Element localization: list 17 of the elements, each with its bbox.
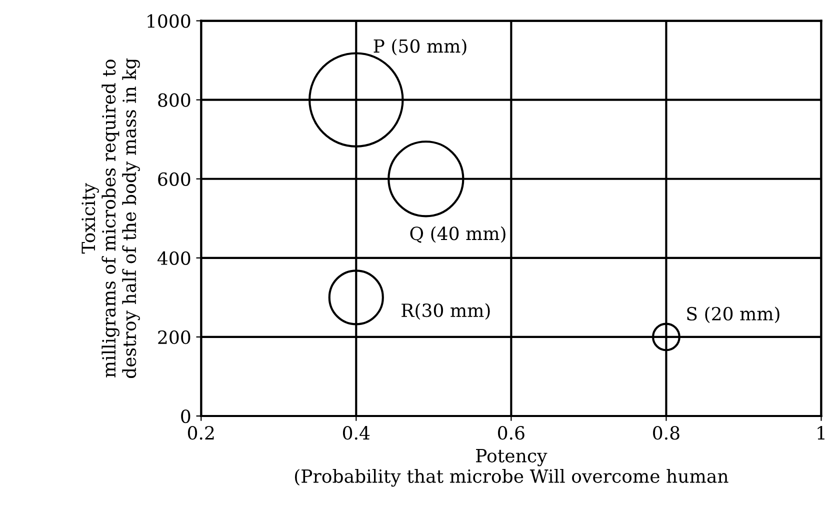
x-tick-label: 0.4 (342, 426, 370, 440)
annotation: S (20 mm) (687, 306, 780, 324)
y-tick-label: 0 (181, 409, 190, 424)
x-tick-label: 0.2 (188, 426, 214, 440)
y-tick-label: 200 (158, 330, 190, 344)
x-axis-title: Potency (Probability that microbe Will overcome human (294, 449, 728, 487)
annotation: Q (40 mm) (410, 226, 506, 243)
annotation: R(30 mm) (402, 303, 490, 320)
x-tick-label: 0.6 (498, 426, 524, 440)
y-tick-label: 400 (157, 251, 190, 266)
x-tick-label: 1 (818, 426, 824, 440)
x-tick-label: 0.8 (653, 426, 680, 440)
y-tick-label: 1000 (148, 14, 190, 28)
y-tick-label: 600 (158, 172, 190, 186)
annotation: P (50 mm) (374, 38, 466, 56)
y-axis-title: Toxicity milligrams of microbes required to destroy half of the body mass in kg (82, 58, 140, 378)
y-tick-label: 800 (158, 93, 190, 107)
